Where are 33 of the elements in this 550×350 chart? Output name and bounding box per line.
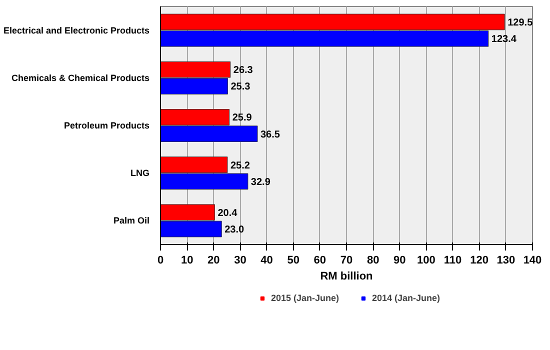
data-label: 25.3: [230, 82, 251, 93]
data-label: 25.9: [232, 112, 252, 124]
y-tick-label: Palm Oil: [113, 216, 150, 226]
x-tick-label: 140: [523, 254, 542, 266]
legend-label: 2015 (Jan-June): [270, 293, 339, 303]
y-tick-label: LNG: [130, 168, 150, 178]
legend-label: 2014 (Jan-June): [372, 293, 440, 303]
y-tick-label: Petroleum Products: [64, 120, 150, 130]
data-label: 23.0: [224, 224, 245, 236]
data-label: 20.4: [218, 208, 238, 219]
x-tick-label: 120: [470, 254, 489, 266]
data-label: 123.4: [491, 34, 517, 46]
x-tick-label: 80: [366, 254, 380, 266]
y-tick-label: Electrical and Electronic Products: [3, 25, 150, 36]
x-tick-label: 130: [496, 254, 516, 266]
x-tick-label: 60: [314, 254, 326, 266]
x-tick-label: 0: [157, 254, 164, 266]
data-label: 26.3: [233, 65, 254, 76]
x-tick-label: 40: [260, 254, 273, 266]
data-label: 129.5: [508, 17, 534, 28]
data-label: 36.5: [260, 129, 280, 140]
y-tick-label: Chemicals & Chemical Products: [11, 72, 150, 83]
x-axis-title: RM billion: [320, 270, 374, 282]
x-tick-label: 50: [287, 254, 300, 266]
x-tick-label: 70: [340, 254, 353, 266]
x-tick-label: 10: [180, 254, 194, 266]
data-label: 25.2: [230, 160, 250, 172]
x-tick-label: 110: [444, 254, 462, 266]
x-tick-label: 90: [394, 254, 406, 266]
x-tick-label: 100: [417, 254, 436, 266]
x-tick-label: 30: [234, 254, 246, 266]
x-tick-label: 20: [208, 254, 220, 266]
data-label: 32.9: [250, 176, 271, 188]
